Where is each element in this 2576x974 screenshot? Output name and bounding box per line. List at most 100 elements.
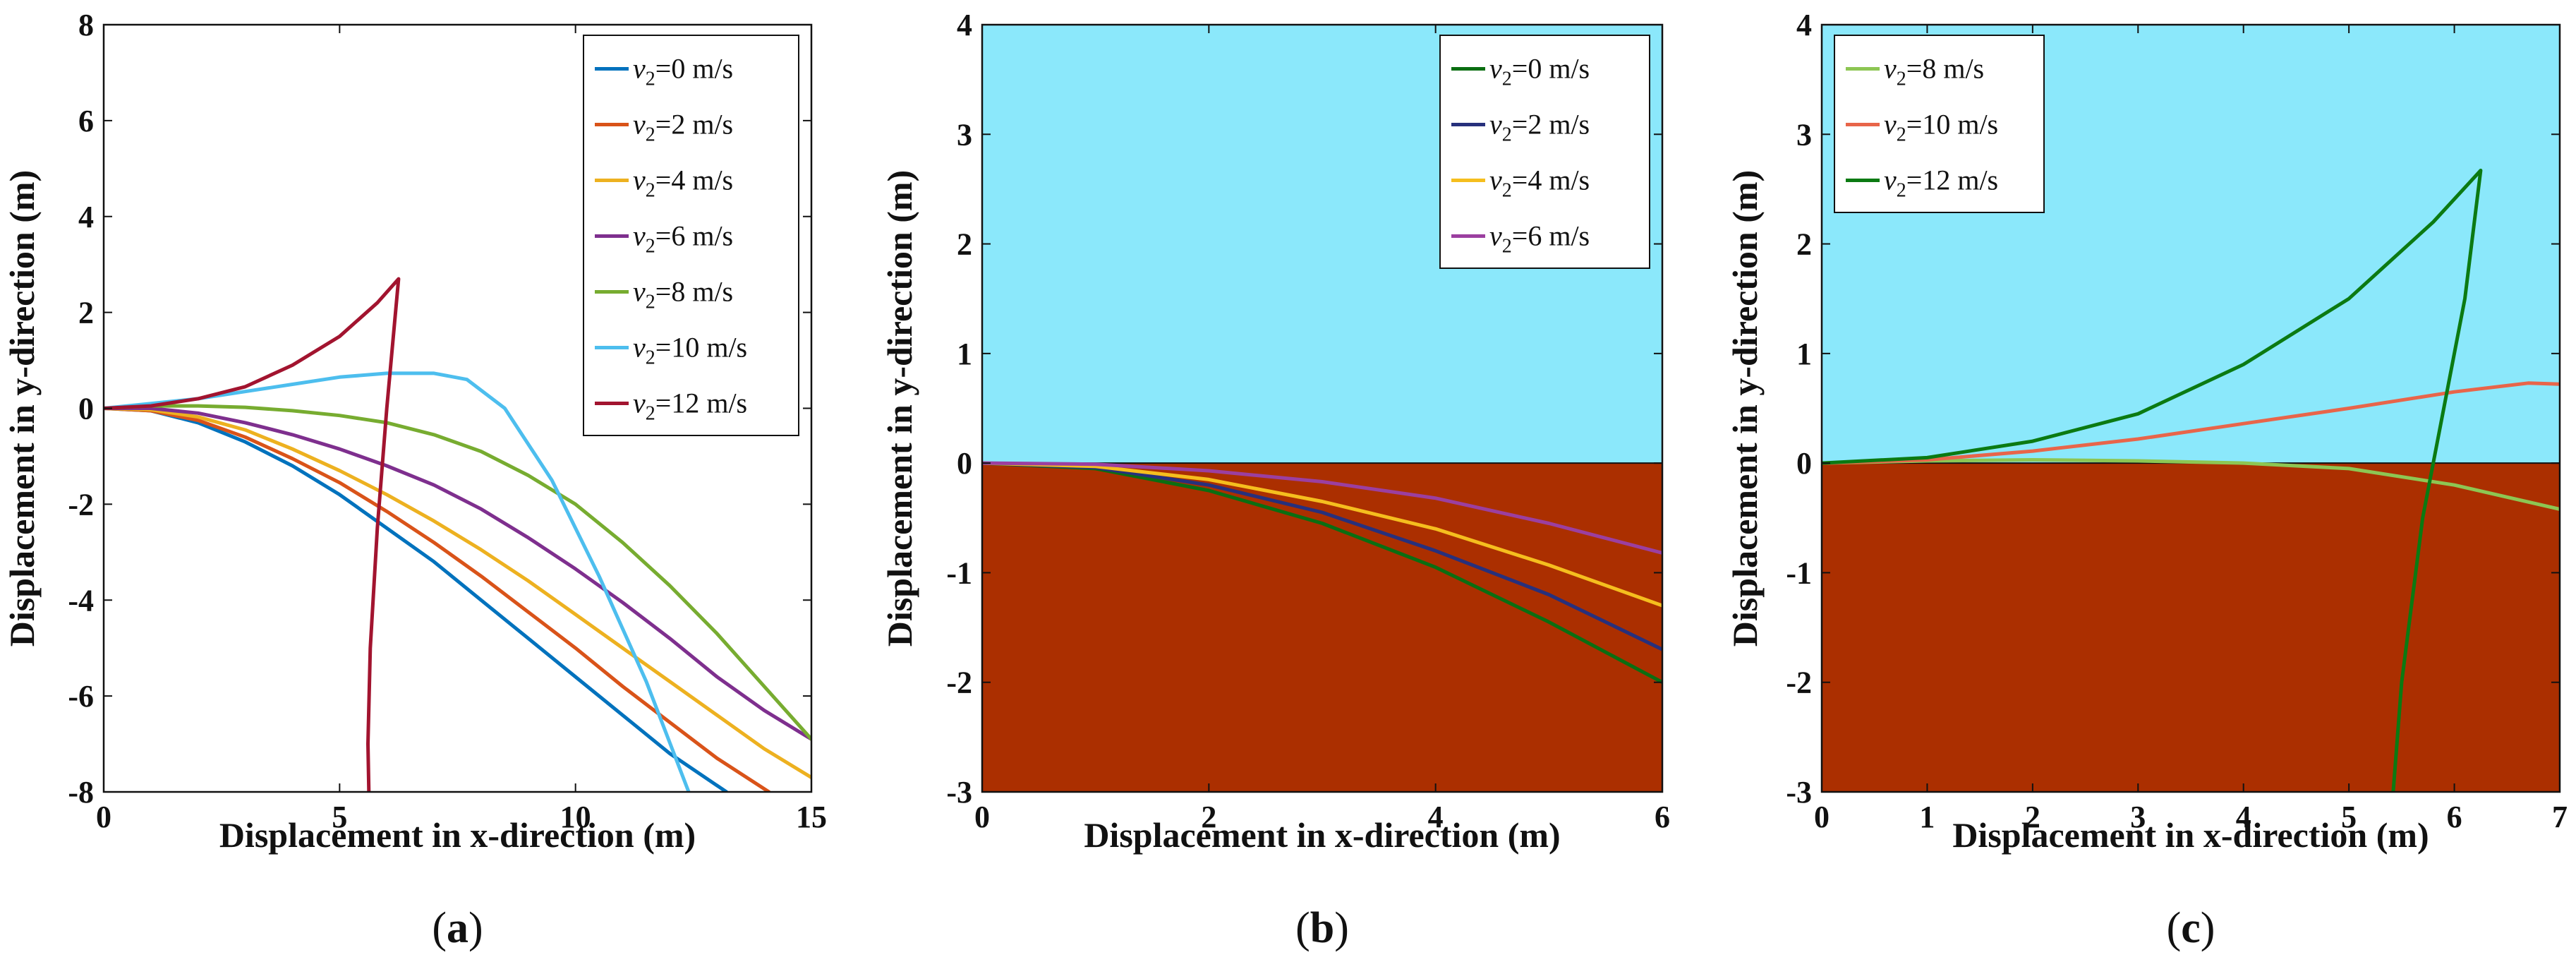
y-tick-label: -3 (946, 775, 972, 810)
caption-paren-open: ( (432, 904, 447, 952)
caption-paren-open: ( (1295, 904, 1310, 952)
y-tick-label: 3 (1796, 117, 1812, 152)
legend-value: =12 m/s (1906, 164, 1998, 196)
y-tick-label: -2 (1786, 666, 1812, 700)
y-tick-label: 2 (957, 227, 972, 262)
y-tick-label: 0 (78, 392, 94, 426)
legend-subscript: 2 (646, 180, 655, 202)
x-tick-label: 4 (1428, 800, 1444, 834)
caption-paren-open: ( (2167, 904, 2182, 952)
legend-var: v (1489, 109, 1502, 140)
legend-var: v (633, 387, 646, 419)
y-tick-label: -8 (68, 775, 94, 810)
series-line-12 (104, 277, 401, 792)
legend-value: =4 m/s (1512, 164, 1590, 196)
legend-value: =8 m/s (1906, 53, 1984, 85)
legend-var: v (1884, 53, 1897, 85)
series-line-2 (104, 407, 771, 792)
legend: v2=0 m/sv2=2 m/sv2=4 m/sv2=6 m/s (1439, 35, 1650, 269)
y-tick-label: -3 (1786, 775, 1812, 810)
legend-value: =0 m/s (1512, 53, 1590, 85)
panel-caption: (c) (2167, 904, 2215, 952)
legend-var: v (633, 164, 646, 196)
legend-subscript: 2 (646, 236, 655, 258)
x-tick-label: 6 (1655, 800, 1670, 834)
series-group (1822, 169, 2560, 792)
y-tick-label: 2 (78, 296, 94, 330)
legend-var: v (1489, 53, 1502, 85)
legend-entry: v2=2 m/s (633, 109, 733, 146)
x-tick-label: 0 (96, 800, 111, 834)
series-line-4 (104, 407, 811, 780)
x-tick-label: 5 (332, 800, 347, 834)
x-tick-label: 15 (796, 800, 827, 834)
legend-subscript: 2 (646, 347, 655, 369)
legend-var: v (1489, 164, 1502, 196)
legend-value: =12 m/s (655, 387, 747, 419)
axes-box (981, 23, 1664, 793)
legend-var: v (1884, 109, 1897, 140)
legend-subscript: 2 (646, 291, 655, 313)
x-tick-label: 1 (1919, 800, 1935, 834)
axes-box (1820, 23, 2561, 793)
x-tick-label: 2 (1201, 800, 1216, 834)
legend-value: =2 m/s (655, 109, 733, 140)
chart-panel-a: 0 5 10 15 -8 -6 -4 -2 0 2 4 6 8 Displacement in x-dir… (2, 8, 827, 952)
y-tick-label: -2 (946, 666, 972, 700)
legend-subscript: 2 (1502, 68, 1512, 90)
y-tick-label: 6 (78, 104, 94, 138)
ground-region (982, 463, 1662, 792)
series-line-8 (104, 404, 811, 741)
y-tick-label: 1 (957, 337, 972, 371)
y-tick-label: 3 (957, 117, 972, 152)
legend-var: v (633, 332, 646, 363)
legend: v2=0 m/sv2=2 m/sv2=4 m/sv2=6 m/sv2=8 m/s… (583, 35, 799, 436)
y-tick-label: 4 (1796, 8, 1812, 42)
legend-entry: v2=8 m/s (633, 276, 733, 313)
legend-subscript: 2 (1502, 180, 1512, 202)
series-group (982, 461, 1662, 685)
legend-value: =10 m/s (1906, 109, 1998, 140)
y-tick-label: -2 (68, 487, 94, 522)
y-tick-label: 2 (1796, 227, 1812, 262)
legend-subscript: 2 (646, 68, 655, 90)
legend-value: =6 m/s (1512, 220, 1590, 252)
legend-subscript: 2 (646, 403, 655, 425)
legend-entry: v2=10 m/s (633, 332, 747, 369)
legend-entry: v2=2 m/s (1489, 109, 1590, 146)
x-tick-label: 0 (1814, 800, 1830, 834)
legend-value: =8 m/s (655, 276, 733, 308)
y-tick-label: -1 (1786, 555, 1812, 590)
x-tick-label: 10 (560, 800, 591, 834)
caption-paren-close: ) (1334, 904, 1349, 952)
legend-entry: v2=10 m/s (1884, 109, 1998, 146)
legend-entry: v2=4 m/s (633, 164, 733, 202)
legend-subscript: 2 (646, 124, 655, 146)
x-tick-label: 7 (2552, 800, 2568, 834)
legend-var: v (1489, 220, 1502, 252)
legend-subscript: 2 (1502, 236, 1512, 258)
y-tick-label: 0 (1796, 446, 1812, 481)
legend-entry: v2=0 m/s (1489, 53, 1590, 90)
series-line-0 (104, 407, 729, 792)
y-tick-label: 1 (1796, 337, 1812, 371)
caption-letter: a (447, 904, 468, 952)
series-line-10 (1822, 381, 2560, 465)
legend-value: =2 m/s (1512, 109, 1590, 140)
legend-subscript: 2 (1502, 124, 1512, 146)
y-tick-label: -1 (946, 555, 972, 590)
legend-entry: v2=4 m/s (1489, 164, 1590, 202)
caption-paren-close: ) (2201, 904, 2215, 952)
x-tick-label: 6 (2447, 800, 2462, 834)
legend-subscript: 2 (1897, 68, 1906, 90)
series-line-12 (1822, 169, 2483, 792)
legend-entry: v2=6 m/s (1489, 220, 1590, 258)
x-tick-label: 3 (2130, 800, 2146, 834)
x-axis-label: Displacement in x-direction (m) (219, 815, 696, 855)
y-axis-label: Displacement in y-direction (m) (880, 170, 919, 647)
panel-caption: (a) (432, 904, 483, 952)
x-axis-label: Displacement in x-direction (m) (1084, 815, 1560, 855)
legend-var: v (1884, 164, 1897, 196)
